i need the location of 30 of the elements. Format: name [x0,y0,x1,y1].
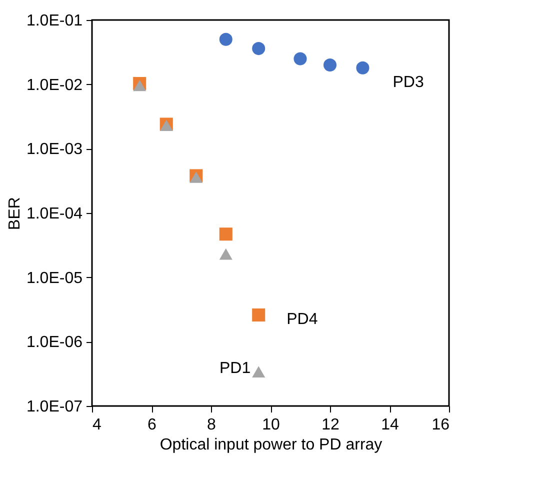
x-tick-label: 16 [432,416,450,434]
series-label: PD1 [219,360,251,377]
point [133,80,146,92]
x-tick-label: 10 [262,416,280,434]
point [219,228,232,241]
y-tick-label: 1.0E-01 [26,12,83,30]
y-tick-label: 1.0E-02 [26,76,83,94]
y-tick-label: 1.0E-06 [26,334,83,352]
x-tick-label: 4 [92,416,102,434]
point [356,61,370,74]
x-axis-title: Optical input power to PD array [160,436,382,454]
x-tick-label: 12 [322,416,340,434]
point [294,52,307,66]
y-tick-label: 1.0E-04 [26,206,83,222]
y-tick-label: 1.0E-03 [26,141,83,158]
y-tick-label: 1.0E-07 [26,398,83,416]
y-axis-title: BER [6,197,24,230]
point [190,172,203,183]
series-label: PD4 [286,310,318,328]
x-tick-label: 6 [148,416,157,434]
point [219,32,232,46]
y-tick-label: 1.0E-05 [26,270,83,287]
x-tick-label: 14 [381,416,399,434]
point [252,308,266,322]
point [252,42,266,56]
point [219,248,232,260]
point [323,58,337,72]
series-label: PD3 [392,74,424,91]
x-tick-label: 8 [207,416,216,434]
point [252,366,266,378]
